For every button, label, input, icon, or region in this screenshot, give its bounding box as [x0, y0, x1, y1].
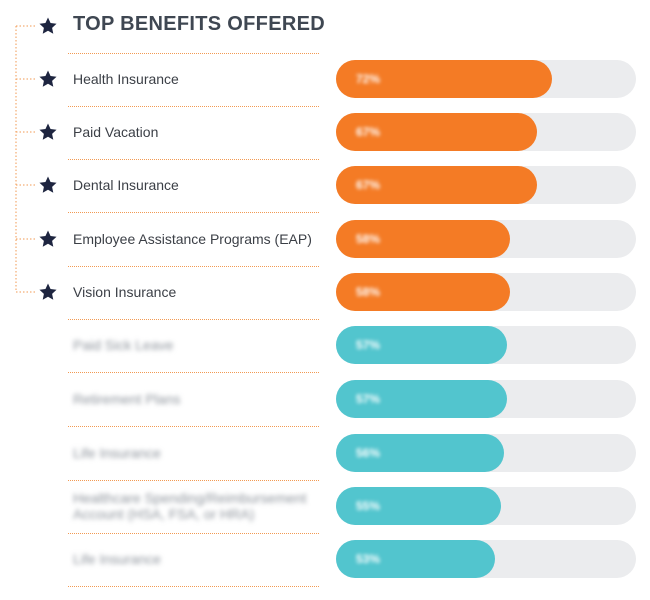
- bar: 72%: [336, 60, 552, 98]
- bar-value-label: 58%: [356, 285, 381, 299]
- bar-category-label: Health Insurance: [73, 71, 179, 87]
- bar-category-label: Life Insurance: [73, 445, 161, 461]
- bar-track: 67%: [336, 113, 636, 151]
- bar-category-label: Employee Assistance Programs (EAP): [73, 231, 312, 247]
- bar: 58%: [336, 273, 510, 311]
- bar: 58%: [336, 220, 510, 258]
- chart-title: TOP BENEFITS OFFERED: [73, 13, 325, 35]
- bar: 67%: [336, 113, 537, 151]
- row-separator: [68, 532, 319, 534]
- bar: 67%: [336, 166, 537, 204]
- bar-value-label: 67%: [356, 178, 381, 192]
- bar-category-label: Vision Insurance: [73, 284, 177, 300]
- bar-track: 58%: [336, 273, 636, 311]
- row-separator: [68, 372, 319, 373]
- bar-track: 56%: [336, 434, 636, 472]
- bar-track: 67%: [336, 166, 636, 204]
- title-separator: [68, 53, 319, 54]
- bar-track: 58%: [336, 220, 636, 258]
- bar-category-label: Life Insurance: [73, 551, 161, 567]
- row-star-icon: [38, 229, 58, 249]
- bar-category-label: Paid Vacation: [73, 124, 159, 140]
- title-star-icon: [38, 16, 58, 36]
- bar-category-label: Retirement Plans: [73, 391, 181, 407]
- bar-category-label: Paid Sick Leave: [73, 337, 174, 353]
- row-separator: [68, 158, 319, 160]
- bar-track: 53%: [336, 540, 636, 578]
- bar-value-label: 56%: [356, 446, 381, 460]
- row-separator: [68, 426, 319, 427]
- bar-category-label: Healthcare Spending/Reimbursement Accoun…: [73, 490, 307, 522]
- bar-category-label: Dental Insurance: [73, 177, 179, 193]
- bar: 57%: [336, 326, 507, 364]
- bar-track: 57%: [336, 380, 636, 418]
- bar: 56%: [336, 434, 504, 472]
- bar: 57%: [336, 380, 507, 418]
- bar-track: 55%: [336, 487, 636, 525]
- bar-track: 57%: [336, 326, 636, 364]
- bar-value-label: 53%: [356, 552, 381, 566]
- row-separator: [68, 586, 319, 587]
- row-separator: [68, 318, 319, 320]
- bar: 55%: [336, 487, 501, 525]
- bar-value-label: 55%: [356, 499, 381, 513]
- bar-value-label: 57%: [356, 338, 381, 352]
- bar-value-label: 57%: [356, 392, 381, 406]
- row-separator: [68, 105, 319, 107]
- row-separator: [68, 265, 319, 267]
- row-separator: [68, 479, 319, 481]
- row-star-icon: [38, 175, 58, 195]
- bar: 53%: [336, 540, 495, 578]
- bar-value-label: 72%: [356, 72, 381, 86]
- row-separator: [68, 212, 319, 213]
- bar-track: 72%: [336, 60, 636, 98]
- bar-value-label: 67%: [356, 125, 381, 139]
- bar-value-label: 58%: [356, 232, 381, 246]
- row-star-icon: [38, 69, 58, 89]
- row-star-icon: [38, 282, 58, 302]
- row-star-icon: [38, 122, 58, 142]
